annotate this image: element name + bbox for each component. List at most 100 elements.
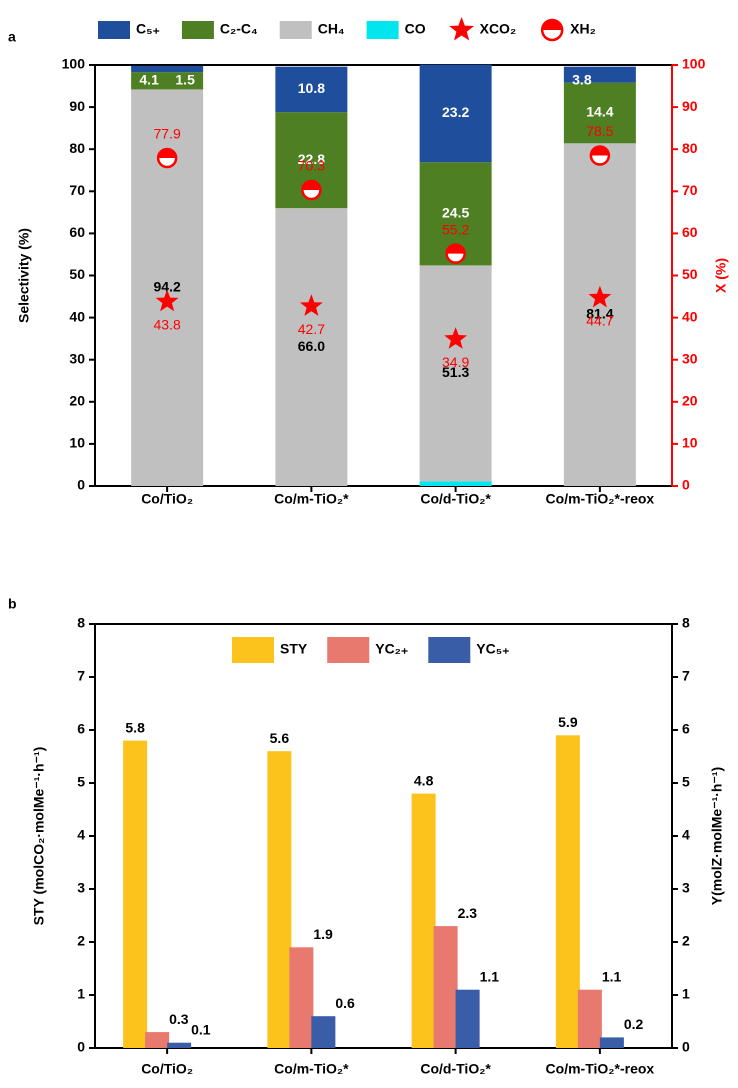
bar-segment bbox=[131, 72, 204, 90]
conversion-marker bbox=[156, 147, 178, 169]
legend-label: C₅₊ bbox=[136, 21, 160, 37]
y-tick-label: 4 bbox=[77, 827, 85, 843]
value-label: 24.5 bbox=[442, 205, 469, 221]
marker-label: 70.3 bbox=[298, 158, 325, 174]
value-label: 0.3 bbox=[169, 1011, 189, 1027]
value-label: 4.8 bbox=[414, 772, 434, 788]
y-tick-label: 8 bbox=[77, 615, 85, 631]
x-tick-label: Co/m-TiO₂* bbox=[274, 491, 349, 507]
bar bbox=[411, 793, 436, 1048]
legend-label: XCO₂ bbox=[480, 21, 517, 37]
y-tick-label: 0 bbox=[77, 1039, 85, 1055]
y-tick-label: 3 bbox=[77, 880, 85, 896]
conversion-marker bbox=[445, 243, 466, 264]
y-axis-title: Selectivity (%) bbox=[16, 228, 32, 323]
legend-label: YC₅₊ bbox=[476, 641, 509, 657]
bar-segment bbox=[563, 143, 636, 486]
value-label: 22.8 bbox=[298, 151, 325, 167]
x-tick-label: Co/d-TiO₂* bbox=[420, 491, 491, 507]
legend-label: XH₂ bbox=[570, 21, 596, 37]
y-tick-label: 60 bbox=[69, 224, 85, 240]
value-label: 2.3 bbox=[458, 905, 478, 921]
value-label: 81.4 bbox=[586, 305, 613, 321]
panel-label: a bbox=[8, 29, 16, 45]
value-label: 0.6 bbox=[335, 995, 355, 1011]
value-label: 5.8 bbox=[125, 719, 145, 735]
legend-label: CO bbox=[405, 21, 426, 37]
bar bbox=[433, 926, 458, 1048]
bar bbox=[555, 735, 580, 1048]
bar-segment bbox=[275, 208, 348, 486]
marker-label: 34.9 bbox=[442, 354, 469, 370]
y-tick-label: 0 bbox=[77, 477, 85, 493]
legend-swatch bbox=[232, 637, 274, 663]
y2-tick-label: 0 bbox=[682, 477, 690, 493]
marker-label: 44.7 bbox=[586, 313, 613, 329]
bar bbox=[577, 989, 602, 1048]
conversion-marker bbox=[301, 179, 322, 201]
bar-segment bbox=[563, 82, 636, 144]
y2-tick-label: 60 bbox=[682, 224, 698, 240]
legend-swatch bbox=[98, 21, 130, 39]
value-label: 3.8 bbox=[572, 72, 592, 88]
bar-segment bbox=[419, 265, 492, 482]
value-label: 0.1 bbox=[191, 1021, 211, 1037]
x-tick-label: Co/TiO₂ bbox=[141, 491, 193, 507]
value-label: 14.4 bbox=[586, 104, 613, 120]
value-label: 1.1 bbox=[480, 968, 500, 984]
y2-tick-label: 100 bbox=[682, 56, 706, 72]
value-label: 66.0 bbox=[298, 338, 325, 354]
bar bbox=[145, 1032, 170, 1048]
legend-marker bbox=[449, 17, 474, 41]
marker-label: 77.9 bbox=[154, 126, 181, 142]
y2-tick-label: 4 bbox=[682, 827, 690, 843]
value-label: 94.2 bbox=[154, 278, 181, 294]
value-label: 23.2 bbox=[442, 104, 469, 120]
y-tick-label: 1 bbox=[77, 986, 85, 1002]
y2-tick-label: 6 bbox=[682, 721, 690, 737]
bar-segment bbox=[131, 65, 204, 73]
y-tick-label: 5 bbox=[77, 774, 85, 790]
value-label: 0.2 bbox=[624, 1016, 644, 1032]
y-tick-label: 6 bbox=[77, 721, 85, 737]
bar bbox=[311, 1016, 336, 1048]
y2-tick-label: 20 bbox=[682, 393, 698, 409]
legend-label: CH₄ bbox=[318, 21, 345, 37]
marker-label: 55.2 bbox=[442, 221, 469, 237]
marker-label: 78.5 bbox=[586, 123, 613, 139]
y2-tick-label: 10 bbox=[682, 435, 698, 451]
value-label: 5.6 bbox=[270, 730, 290, 746]
conversion-marker bbox=[589, 145, 611, 166]
y2-tick-label: 30 bbox=[682, 350, 698, 366]
x-tick-label: Co/m-TiO₂*-reox bbox=[546, 491, 655, 507]
bar-segment bbox=[419, 64, 492, 163]
y2-tick-label: 0 bbox=[682, 1039, 690, 1055]
y2-tick-label: 40 bbox=[682, 308, 698, 324]
y-axis-title: STY (molCO₂·molMe⁻¹·h⁻¹) bbox=[31, 747, 47, 926]
y-tick-label: 80 bbox=[69, 140, 85, 156]
y2-tick-label: 5 bbox=[682, 774, 690, 790]
bar bbox=[599, 1037, 624, 1048]
x-tick-label: Co/m-TiO₂* bbox=[274, 1061, 349, 1077]
bar-segment bbox=[563, 66, 636, 83]
bar bbox=[267, 751, 292, 1048]
y-tick-label: 30 bbox=[69, 350, 85, 366]
x-tick-label: Co/m-TiO₂*-reox bbox=[546, 1061, 655, 1077]
y-tick-label: 7 bbox=[77, 668, 85, 684]
panel-label: b bbox=[8, 596, 17, 612]
bar-segment bbox=[275, 66, 348, 113]
value-label: 4.1 bbox=[139, 72, 159, 88]
legend-marker bbox=[540, 18, 564, 42]
conversion-marker bbox=[155, 289, 179, 312]
conversion-marker bbox=[444, 327, 467, 349]
value-label: 1.9 bbox=[313, 926, 333, 942]
y2-tick-label: 8 bbox=[682, 615, 690, 631]
y2-tick-label: 80 bbox=[682, 140, 698, 156]
y2-tick-label: 50 bbox=[682, 266, 698, 282]
bar bbox=[289, 947, 314, 1048]
x-tick-label: Co/TiO₂ bbox=[141, 1061, 193, 1077]
legend-label: YC₂₊ bbox=[375, 641, 408, 657]
value-label: 10.8 bbox=[298, 80, 325, 96]
y2-tick-label: 3 bbox=[682, 880, 690, 896]
legend-swatch bbox=[327, 637, 370, 663]
